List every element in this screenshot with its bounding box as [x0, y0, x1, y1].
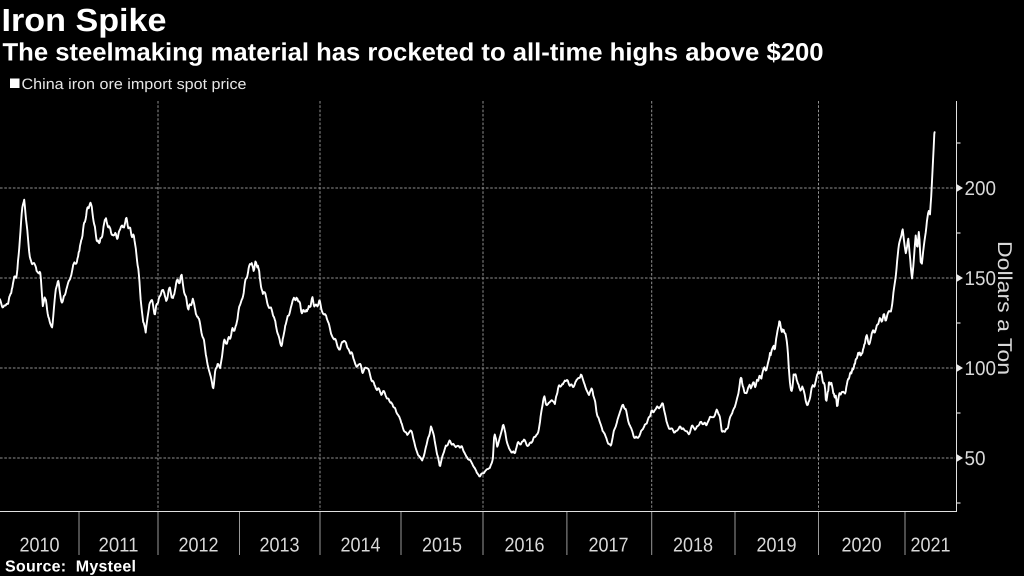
- svg-text:2018: 2018: [673, 535, 713, 557]
- svg-text:2016: 2016: [505, 535, 545, 557]
- svg-text:2013: 2013: [260, 535, 300, 557]
- svg-text:50: 50: [965, 448, 986, 470]
- svg-text:2020: 2020: [842, 535, 882, 557]
- svg-text:2019: 2019: [757, 535, 797, 557]
- svg-text:China iron ore import spot pri: China iron ore import spot price: [22, 76, 247, 93]
- svg-text:2010: 2010: [20, 535, 60, 557]
- svg-text:2021: 2021: [911, 535, 951, 557]
- svg-text:2015: 2015: [422, 535, 462, 557]
- svg-text:Source: Mysteel: Source: Mysteel: [5, 559, 136, 576]
- svg-text:Iron Spike: Iron Spike: [2, 2, 167, 38]
- svg-text:The steelmaking material has r: The steelmaking material has rocketed to…: [3, 39, 824, 67]
- svg-text:2017: 2017: [589, 535, 629, 557]
- svg-text:2012: 2012: [179, 535, 219, 557]
- svg-text:2014: 2014: [341, 535, 381, 557]
- svg-text:200: 200: [965, 178, 997, 200]
- svg-text:150: 150: [965, 268, 997, 290]
- svg-text:100: 100: [965, 358, 997, 380]
- svg-text:Dollars a Ton: Dollars a Ton: [993, 241, 1015, 375]
- svg-text:2011: 2011: [99, 535, 139, 557]
